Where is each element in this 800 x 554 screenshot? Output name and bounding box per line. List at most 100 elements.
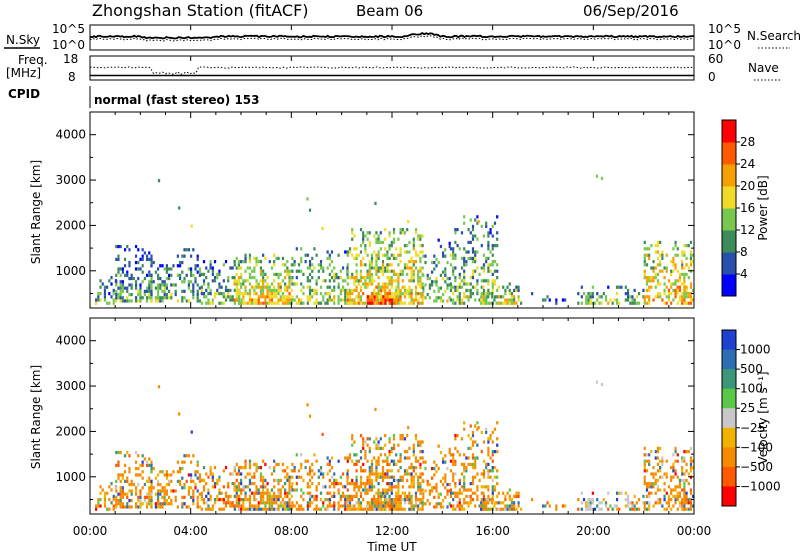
- velocity-cell: [337, 491, 340, 495]
- velocity-cell: [346, 482, 349, 486]
- power-cell: [491, 244, 494, 248]
- power-cell: [390, 295, 393, 299]
- power-cell: [268, 260, 271, 264]
- power-cell: [410, 256, 413, 261]
- power-cell: [222, 295, 225, 299]
- power-cell: [482, 253, 486, 257]
- velocity-cell: [656, 462, 660, 467]
- velocity-cell: [482, 472, 486, 476]
- power-ylabel: Slant Range [km]: [29, 160, 43, 264]
- velocity-cell: [493, 450, 497, 454]
- velocity-cell: [291, 469, 294, 473]
- power-cell: [458, 247, 461, 251]
- power-cell: [392, 228, 396, 232]
- power-cell: [681, 298, 684, 302]
- velocity-cell: [121, 495, 124, 499]
- velocity-cell: [202, 478, 206, 483]
- power-cell: [270, 292, 274, 296]
- power-cell: [388, 279, 391, 283]
- power-cell: [145, 296, 149, 300]
- velocity-cell: [656, 469, 660, 473]
- velocity-cell: [419, 498, 422, 502]
- velocity-cell: [544, 504, 547, 508]
- power-cell: [132, 276, 135, 281]
- velocity-cell: [196, 463, 199, 467]
- power-cell: [161, 283, 164, 287]
- velocity-cell: [683, 501, 686, 505]
- power-cell: [346, 272, 349, 277]
- velocity-cell: [504, 504, 507, 508]
- velocity-cell: [291, 501, 294, 505]
- power-cell: [126, 299, 129, 303]
- power-cell: [240, 298, 243, 302]
- power-cell: [676, 279, 679, 283]
- cpid-label: CPID: [8, 87, 40, 101]
- power-cell: [117, 244, 120, 249]
- velocity-cell: [480, 450, 483, 454]
- power-cell: [652, 260, 655, 264]
- power-cell: [297, 263, 301, 267]
- velocity-cell: [286, 494, 289, 499]
- power-cell: [689, 301, 693, 305]
- power-cell: [366, 298, 370, 302]
- power-cell: [496, 231, 499, 235]
- power-cell: [486, 295, 489, 299]
- power-cell: [435, 296, 438, 300]
- power-cell: [643, 263, 646, 267]
- power-cell: [240, 266, 243, 270]
- power-cell: [170, 296, 173, 300]
- velocity-cell: [326, 472, 329, 476]
- velocity-cell: [273, 485, 276, 489]
- power-cell: [642, 295, 645, 299]
- velocity-cell: [496, 443, 499, 447]
- power-cell: [281, 263, 285, 267]
- power-cell: [121, 286, 124, 290]
- velocity-cell: [384, 443, 387, 447]
- velocity-cell: [652, 472, 655, 476]
- power-cell: [364, 244, 367, 248]
- velocity-cell: [207, 504, 210, 508]
- velocity-cell: [268, 507, 271, 511]
- velocity-cell: [377, 443, 380, 447]
- velocity-cell: [176, 470, 179, 474]
- power-cell: [484, 292, 487, 296]
- power-cell: [326, 285, 329, 289]
- power-cell: [319, 263, 323, 267]
- power-cell: [626, 288, 630, 293]
- power-cell: [480, 295, 483, 299]
- velocity-cell: [112, 498, 115, 502]
- power-cell: [386, 292, 389, 296]
- power-cell: [491, 260, 494, 264]
- power-cell: [419, 276, 422, 280]
- power-cell: [654, 244, 657, 248]
- power-cell: [689, 253, 693, 257]
- power-cell: [200, 301, 203, 305]
- velocity-cell: [157, 385, 161, 389]
- power-cell: [150, 276, 153, 281]
- power-cell: [489, 292, 492, 296]
- velocity-cell: [152, 486, 155, 490]
- velocity-cell: [341, 494, 345, 499]
- power-cell: [229, 298, 232, 302]
- velocity-cell: [306, 403, 309, 407]
- power-cell: [399, 269, 402, 273]
- power-cell: [353, 276, 356, 280]
- velocity-cell: [190, 476, 193, 480]
- velocity-cell: [659, 459, 662, 463]
- velocity-cell: [288, 475, 291, 479]
- power-cell: [306, 298, 309, 302]
- velocity-cell: [161, 470, 164, 474]
- power-cell: [306, 285, 309, 289]
- velocity-cell: [317, 475, 320, 479]
- power-cell: [422, 273, 425, 277]
- velocity-cell: [262, 459, 265, 463]
- velocity-cell: [103, 491, 107, 495]
- power-cell: [381, 266, 385, 270]
- velocity-cell: [119, 473, 122, 477]
- velocity-cell: [333, 478, 336, 483]
- velocity-cell: [364, 482, 367, 486]
- power-cell: [650, 279, 653, 283]
- velocity-cell: [174, 498, 177, 503]
- velocity-cell: [355, 507, 358, 511]
- velocity-cell: [497, 507, 500, 511]
